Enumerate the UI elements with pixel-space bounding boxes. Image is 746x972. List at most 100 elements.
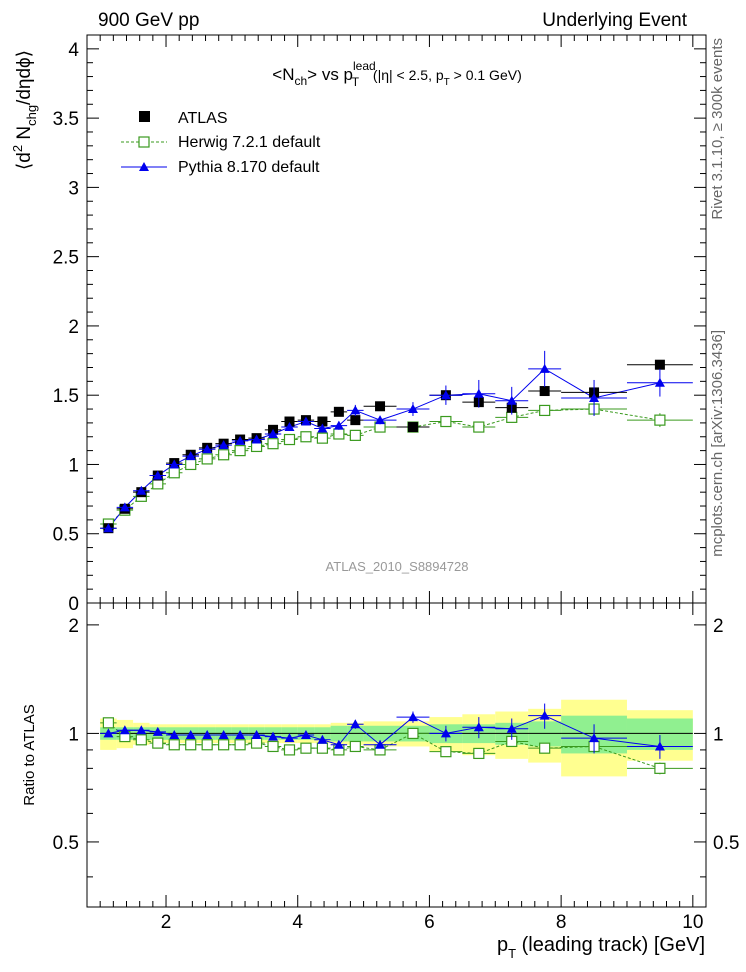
ratio-pythia-point — [350, 719, 361, 729]
pythia-point — [218, 440, 229, 450]
ratio-herwig-point — [349, 740, 361, 753]
ratio-pythia-point — [333, 739, 344, 749]
ratio-pythia-point — [473, 722, 484, 732]
main-ytick-label: 3.5 — [53, 109, 79, 130]
pythia-point — [440, 390, 451, 400]
ratio-xtick-label: 4 — [292, 912, 303, 933]
main-ylabel: ⟨d2 Nchg/dηdϕ⟩ — [10, 50, 39, 170]
ratio-herwig-point — [234, 739, 246, 751]
pythia-point — [473, 388, 484, 398]
atlas-point — [539, 386, 550, 397]
ratio-herwig-point — [654, 762, 666, 774]
ratio-herwig-point — [300, 742, 312, 754]
ratio-herwig-point — [267, 740, 279, 753]
legend-herwig-label: Herwig 7.2.1 default — [178, 134, 321, 151]
ratio-ytick-label-right: 2 — [713, 616, 724, 637]
ylabel-sub: chg — [24, 105, 39, 126]
ratio-pythia-point — [539, 710, 550, 720]
ratio-pythia-point — [235, 729, 246, 739]
title-part-a: <N — [272, 65, 294, 84]
ratio-pythia-point — [119, 725, 130, 735]
pythia-point — [202, 444, 213, 454]
ratio-xlabel: pT (leading track) [GeV] — [497, 934, 705, 961]
ratio-pythia-point — [268, 731, 279, 741]
herwig-point — [316, 432, 329, 444]
ratio-xtick-label: 6 — [424, 912, 435, 933]
pythia-point — [539, 363, 550, 373]
atlas-point — [407, 422, 418, 433]
ratio-herwig-point — [440, 746, 452, 758]
main-ytick-label: 0.5 — [53, 525, 79, 546]
pythia-point — [407, 404, 418, 414]
ratio-herwig-point — [250, 737, 263, 749]
pythia-point — [506, 395, 517, 405]
pythia-point — [350, 405, 361, 415]
ratio-ticks: 2 4 6 8 10 0.5 0.5 1 1 2 2 — [53, 603, 739, 933]
herwig-point — [283, 433, 296, 446]
header-left: 900 GeV pp — [98, 10, 199, 31]
main-ytick-label: 1.5 — [53, 386, 79, 407]
herwig-point — [201, 453, 213, 465]
title-part-d: > 0.1 GeV) — [450, 67, 522, 83]
ratio-herwig-point — [539, 742, 551, 754]
ratio-herwig-point — [316, 742, 329, 754]
ratio-ytick-label: 2 — [68, 616, 79, 637]
main-panel: 0 0.5 1 1.5 2 2.5 3 3.5 4 <Nch> vs plead T (|η| <… — [10, 34, 707, 615]
ratio-pythia-point — [218, 729, 229, 739]
pythia-point — [300, 416, 311, 426]
ratio-xtick-label: 8 — [556, 912, 567, 933]
pythia-point — [136, 485, 147, 495]
ylabel-part-b: N — [14, 126, 35, 145]
ratio-panel: 2 4 6 8 10 0.5 0.5 1 1 2 2 Ratio to ATLAS pT (lead… — [21, 602, 739, 961]
ratio-herwig-point — [218, 739, 230, 751]
ratio-ytick-label: 0.5 — [53, 833, 79, 854]
ratio-pythia-point — [506, 723, 517, 733]
pythia-point — [333, 420, 344, 430]
pythia-point — [589, 392, 600, 402]
ratio-ylabel: Ratio to ATLAS — [21, 704, 38, 805]
herwig-point — [473, 421, 485, 433]
ratio-herwig-point — [201, 739, 213, 751]
ratio-pythia-point — [103, 728, 114, 738]
atlas-point — [284, 416, 295, 427]
ratio-plot-layer — [100, 699, 693, 777]
rivet-label: Rivet 3.1.10, ≥ 300k events — [709, 38, 726, 220]
analysis-watermark: ATLAS_2010_S8894728 — [326, 559, 469, 574]
main-ytick-label: 2.5 — [53, 248, 79, 269]
ratio-herwig-point — [473, 747, 485, 760]
ratio-herwig-point — [102, 717, 115, 729]
pythia-point — [103, 523, 114, 533]
mcplots-label: mcplots.cern.ch [arXiv:1306.3436] — [709, 330, 726, 557]
ratio-ytick-label-right: 0.5 — [713, 833, 739, 854]
ratio-xtick-label: 2 — [161, 912, 172, 933]
herwig-point — [349, 429, 361, 441]
herwig-point — [185, 458, 197, 471]
title-part-b: > vs p — [307, 65, 353, 84]
title-sub-t2: T — [444, 77, 450, 88]
pythia-point — [654, 377, 665, 387]
title-sup-lead: lead — [353, 59, 376, 73]
ylabel-sup: 2 — [10, 145, 25, 152]
pythia-point — [268, 428, 279, 438]
ratio-pythia-point — [440, 728, 451, 738]
herwig-point — [440, 415, 452, 428]
ratio-pythia-point — [251, 729, 262, 739]
atlas-point — [654, 359, 665, 370]
ratio-pythia-point — [589, 733, 600, 743]
herwig-point — [654, 414, 666, 426]
title-part-c: (|η| < 2.5, p — [369, 67, 444, 83]
pythia-point — [152, 470, 163, 480]
pythia-point — [169, 459, 180, 469]
herwig-point — [267, 438, 279, 450]
ratio-herwig-point — [283, 744, 296, 756]
legend-atlas-label: ATLAS — [178, 110, 228, 127]
herwig-point — [218, 449, 230, 461]
ratio-herwig-point — [152, 737, 164, 749]
herwig-point — [234, 445, 246, 457]
xlabel-part-b: (leading track) [GeV] — [516, 934, 705, 956]
ratio-herwig-point — [135, 734, 147, 746]
atlas-point — [375, 401, 386, 412]
title-sub-t: T — [352, 75, 360, 89]
pythia-point — [119, 502, 130, 512]
